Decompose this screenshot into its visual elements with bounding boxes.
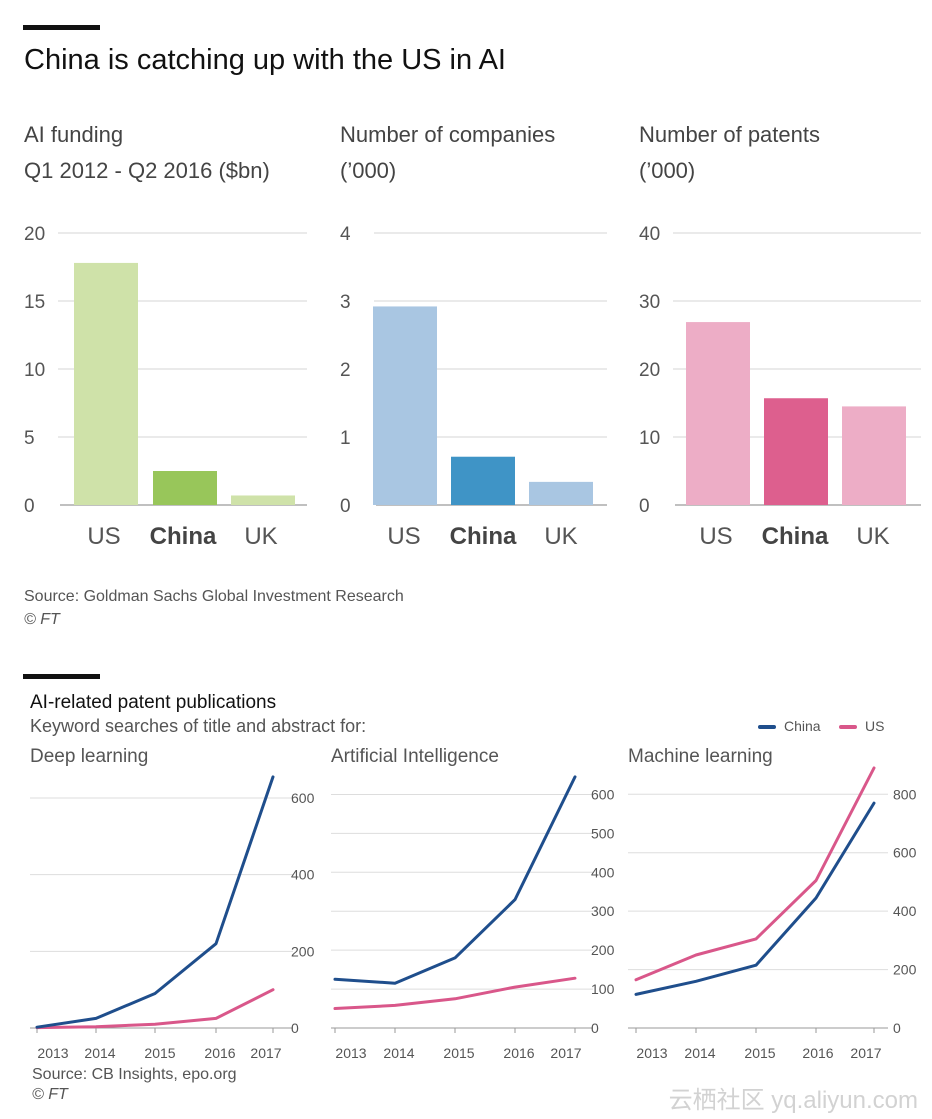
y-tick-label: 30 bbox=[639, 292, 660, 313]
x-tick-label: UK bbox=[544, 523, 577, 550]
x-tick-label: 2016 bbox=[204, 1045, 235, 1061]
x-tick-label: 2013 bbox=[37, 1045, 68, 1061]
main-title: China is catching up with the US in AI bbox=[24, 44, 506, 76]
x-tick-label: 2014 bbox=[84, 1045, 115, 1061]
watermark: 云栖社区 yq.aliyun.com bbox=[668, 1087, 918, 1114]
x-tick-label: 2014 bbox=[383, 1045, 414, 1061]
y-tick-label: 20 bbox=[639, 360, 660, 381]
x-tick-label: US bbox=[87, 523, 120, 550]
legend-us-swatch bbox=[839, 725, 857, 729]
y-tick-label: 400 bbox=[591, 864, 615, 880]
series-line-china bbox=[35, 775, 275, 1029]
y-tick-label: 3 bbox=[340, 292, 351, 313]
x-tick-label: UK bbox=[244, 523, 277, 550]
y-tick-label: 0 bbox=[591, 1020, 599, 1036]
legend-us-label: US bbox=[865, 718, 885, 734]
y-tick-label: 0 bbox=[340, 496, 351, 517]
y-tick-label: 15 bbox=[24, 292, 45, 313]
funding-chart-title: AI funding bbox=[24, 122, 124, 147]
x-tick-label: 2014 bbox=[684, 1045, 715, 1061]
y-tick-label: 400 bbox=[893, 903, 917, 919]
x-tick-label: 2016 bbox=[503, 1045, 534, 1061]
artificial-intelligence-title: Artificial Intelligence bbox=[331, 746, 499, 767]
y-tick-label: 0 bbox=[24, 496, 35, 517]
y-tick-label: 1 bbox=[340, 428, 351, 449]
bar-us bbox=[373, 306, 437, 505]
x-tick-label: US bbox=[699, 523, 732, 550]
y-tick-label: 2 bbox=[340, 360, 351, 381]
deep-learning-title: Deep learning bbox=[30, 746, 149, 767]
y-tick-label: 600 bbox=[291, 790, 315, 806]
bar-china bbox=[153, 471, 217, 505]
patent-publications-subtitle: Keyword searches of title and abstract f… bbox=[30, 716, 367, 736]
x-tick-label: 2017 bbox=[250, 1045, 281, 1061]
y-tick-label: 200 bbox=[591, 942, 615, 958]
x-tick-label: 2013 bbox=[335, 1045, 366, 1061]
bar-china bbox=[764, 398, 828, 505]
y-tick-label: 800 bbox=[893, 786, 917, 802]
top-copyright: © FT bbox=[24, 611, 60, 628]
y-tick-label: 5 bbox=[24, 428, 35, 449]
x-tick-label: 2017 bbox=[850, 1045, 881, 1061]
y-tick-label: 400 bbox=[291, 867, 315, 883]
x-tick-label: US bbox=[387, 523, 420, 550]
bar-china bbox=[451, 456, 515, 505]
y-tick-label: 200 bbox=[893, 962, 917, 978]
bar-uk bbox=[529, 481, 593, 505]
x-tick-label: 2015 bbox=[744, 1045, 775, 1061]
legend-china-swatch bbox=[758, 725, 776, 729]
companies-chart-title: Number of companies bbox=[340, 122, 556, 147]
x-tick-label: 2015 bbox=[144, 1045, 175, 1061]
y-tick-label: 0 bbox=[893, 1020, 901, 1036]
series-line-china bbox=[333, 775, 577, 985]
series-line-us bbox=[634, 766, 876, 982]
series-line-china bbox=[634, 801, 876, 996]
x-tick-label: 2015 bbox=[443, 1045, 474, 1061]
y-tick-label: 0 bbox=[291, 1020, 299, 1036]
bar-us bbox=[74, 262, 138, 505]
y-tick-label: 300 bbox=[591, 903, 615, 919]
bottom-copyright: © FT bbox=[32, 1086, 68, 1103]
x-tick-label: China bbox=[762, 523, 829, 550]
y-tick-label: 40 bbox=[639, 224, 660, 245]
y-tick-label: 200 bbox=[291, 943, 315, 959]
legend-china-label: China bbox=[784, 718, 821, 734]
bar-uk bbox=[231, 495, 295, 505]
bar-us bbox=[686, 322, 750, 505]
y-tick-label: 10 bbox=[24, 360, 45, 381]
y-tick-label: 500 bbox=[591, 825, 615, 841]
y-tick-label: 10 bbox=[639, 428, 660, 449]
y-tick-label: 4 bbox=[340, 224, 351, 245]
y-tick-label: 20 bbox=[24, 224, 45, 245]
y-tick-label: 600 bbox=[893, 845, 917, 861]
patents-chart-subtitle: (’000) bbox=[639, 158, 696, 183]
series-line-us bbox=[35, 988, 275, 1030]
x-tick-label: China bbox=[450, 523, 517, 550]
section-rule-bottom bbox=[23, 674, 100, 679]
x-tick-label: UK bbox=[856, 523, 889, 550]
bar-uk bbox=[842, 406, 906, 505]
y-tick-label: 100 bbox=[591, 981, 615, 997]
bottom-source-note: Source: CB Insights, epo.org bbox=[32, 1066, 237, 1083]
section-rule-top bbox=[23, 25, 100, 30]
funding-chart-subtitle: Q1 2012 - Q2 2016 ($bn) bbox=[24, 158, 270, 183]
patents-chart-title: Number of patents bbox=[639, 122, 820, 147]
x-tick-label: 2017 bbox=[550, 1045, 581, 1061]
x-tick-label: 2013 bbox=[636, 1045, 667, 1061]
series-line-us bbox=[333, 976, 577, 1010]
top-source-note: Source: Goldman Sachs Global Investment … bbox=[24, 588, 404, 605]
y-tick-label: 0 bbox=[639, 496, 650, 517]
machine-learning-title: Machine learning bbox=[628, 746, 773, 767]
x-tick-label: China bbox=[150, 523, 217, 550]
y-tick-label: 600 bbox=[591, 786, 615, 802]
companies-chart-subtitle: (’000) bbox=[340, 158, 397, 183]
patent-publications-title: AI-related patent publications bbox=[30, 692, 277, 713]
x-tick-label: 2016 bbox=[802, 1045, 833, 1061]
